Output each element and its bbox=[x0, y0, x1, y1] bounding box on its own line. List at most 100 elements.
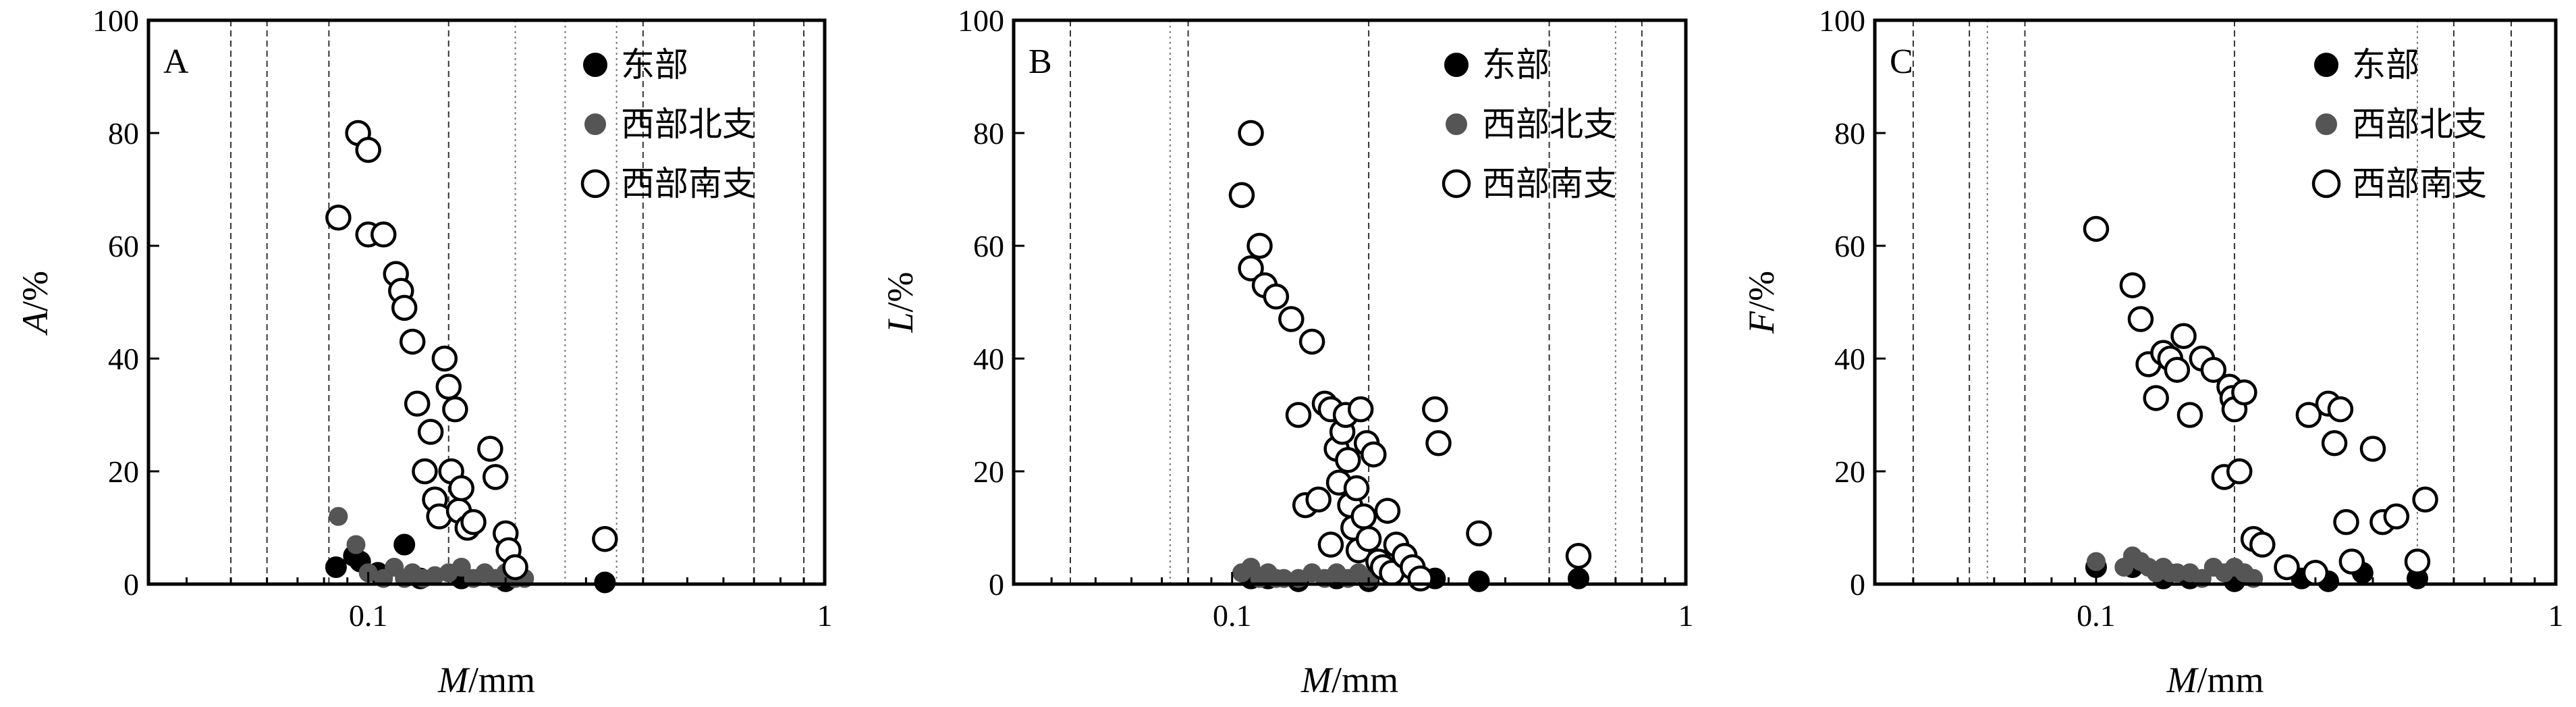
x-axis-title: M/mm bbox=[437, 660, 535, 700]
data-point bbox=[451, 557, 471, 577]
data-point bbox=[1466, 520, 1492, 547]
data-point bbox=[1228, 182, 1255, 209]
data-point bbox=[2338, 548, 2365, 575]
y-tick-label: 20 bbox=[973, 454, 1004, 489]
data-point bbox=[371, 221, 397, 248]
y-tick-label: 100 bbox=[92, 3, 139, 38]
data-point bbox=[2083, 215, 2110, 242]
data-point bbox=[412, 458, 438, 485]
legend-label: 西部南支 bbox=[621, 164, 756, 203]
y-tick-label: 20 bbox=[108, 454, 139, 489]
legend-label: 西部北支 bbox=[621, 105, 756, 144]
legend-marker bbox=[580, 169, 610, 199]
data-point bbox=[1355, 525, 1382, 552]
data-point bbox=[1238, 120, 1264, 147]
panel-label: A bbox=[163, 43, 189, 81]
data-point bbox=[2327, 396, 2354, 423]
data-point bbox=[460, 508, 487, 535]
data-point bbox=[1263, 283, 1290, 310]
data-point bbox=[325, 556, 347, 578]
y-axis-title: A/% bbox=[15, 271, 55, 336]
data-point bbox=[1407, 565, 1433, 592]
data-point bbox=[1425, 430, 1452, 456]
data-point bbox=[592, 525, 618, 552]
data-point bbox=[2274, 554, 2300, 581]
data-point bbox=[1278, 306, 1305, 332]
legend-label: 东部 bbox=[621, 45, 688, 84]
legend-marker bbox=[1444, 53, 1469, 77]
y-axis-title: L/% bbox=[880, 271, 921, 333]
data-point bbox=[2170, 323, 2197, 349]
legend-label: 西部南支 bbox=[2352, 164, 2487, 203]
plot-frame bbox=[1873, 18, 2558, 586]
data-point bbox=[1285, 402, 1312, 428]
legend-marker bbox=[584, 113, 606, 135]
data-point bbox=[393, 533, 416, 556]
y-tick-label: 100 bbox=[1819, 3, 1865, 38]
y-tick-label: 100 bbox=[958, 3, 1004, 38]
data-point bbox=[2231, 379, 2257, 406]
y-tick-label: 80 bbox=[1834, 116, 1865, 151]
y-tick-label: 80 bbox=[108, 116, 139, 151]
data-point bbox=[431, 345, 458, 372]
x-tick-label: 0.1 bbox=[2077, 598, 2116, 633]
legend-label: 东部 bbox=[2352, 45, 2419, 84]
data-point bbox=[1374, 498, 1401, 524]
y-tick-label: 0 bbox=[989, 567, 1004, 602]
data-point bbox=[435, 373, 462, 400]
data-point bbox=[2383, 503, 2410, 530]
legend-label: 西部北支 bbox=[1482, 105, 1617, 144]
y-tick-label: 40 bbox=[973, 342, 1004, 376]
data-point bbox=[2119, 272, 2146, 298]
data-point bbox=[1350, 503, 1377, 530]
data-point bbox=[442, 396, 468, 423]
data-point bbox=[1317, 531, 1344, 558]
legend-label: 西部北支 bbox=[2352, 105, 2487, 144]
legend-label: 西部南支 bbox=[1482, 164, 1617, 203]
data-point bbox=[2404, 548, 2431, 575]
y-tick-label: 80 bbox=[973, 116, 1004, 151]
legend-marker bbox=[2314, 53, 2338, 77]
legend-marker bbox=[1442, 169, 1471, 199]
plot-frame bbox=[1012, 18, 1688, 586]
data-point bbox=[477, 436, 503, 462]
data-point bbox=[2333, 508, 2359, 535]
data-point bbox=[2226, 458, 2253, 485]
data-point bbox=[329, 506, 348, 526]
y-tick-label: 0 bbox=[124, 567, 139, 602]
plot-frame bbox=[146, 18, 827, 586]
data-point bbox=[482, 464, 509, 490]
data-point bbox=[404, 390, 431, 417]
data-point bbox=[1246, 232, 1273, 259]
y-tick-label: 60 bbox=[973, 229, 1004, 263]
data-point bbox=[2321, 430, 2348, 456]
y-tick-label: 20 bbox=[1834, 454, 1865, 489]
x-axis-title: M/mm bbox=[1300, 660, 1398, 700]
y-tick-label: 40 bbox=[1834, 342, 1865, 376]
data-point bbox=[594, 571, 616, 594]
data-point bbox=[1298, 328, 1325, 355]
data-point bbox=[2412, 486, 2438, 513]
y-tick-label: 60 bbox=[108, 229, 139, 263]
data-point bbox=[1422, 396, 1448, 423]
data-point bbox=[448, 475, 474, 502]
legend-marker bbox=[583, 53, 607, 77]
y-tick-label: 0 bbox=[1850, 567, 1865, 602]
data-point bbox=[1305, 486, 1332, 513]
legend-marker bbox=[2311, 169, 2341, 199]
x-tick-label: 1 bbox=[817, 598, 833, 633]
data-point bbox=[325, 205, 352, 231]
data-point bbox=[355, 136, 381, 163]
legend-marker bbox=[2315, 113, 2337, 135]
data-point bbox=[502, 554, 528, 581]
data-point bbox=[1343, 475, 1370, 502]
data-point bbox=[2164, 357, 2191, 383]
data-point bbox=[417, 419, 444, 445]
